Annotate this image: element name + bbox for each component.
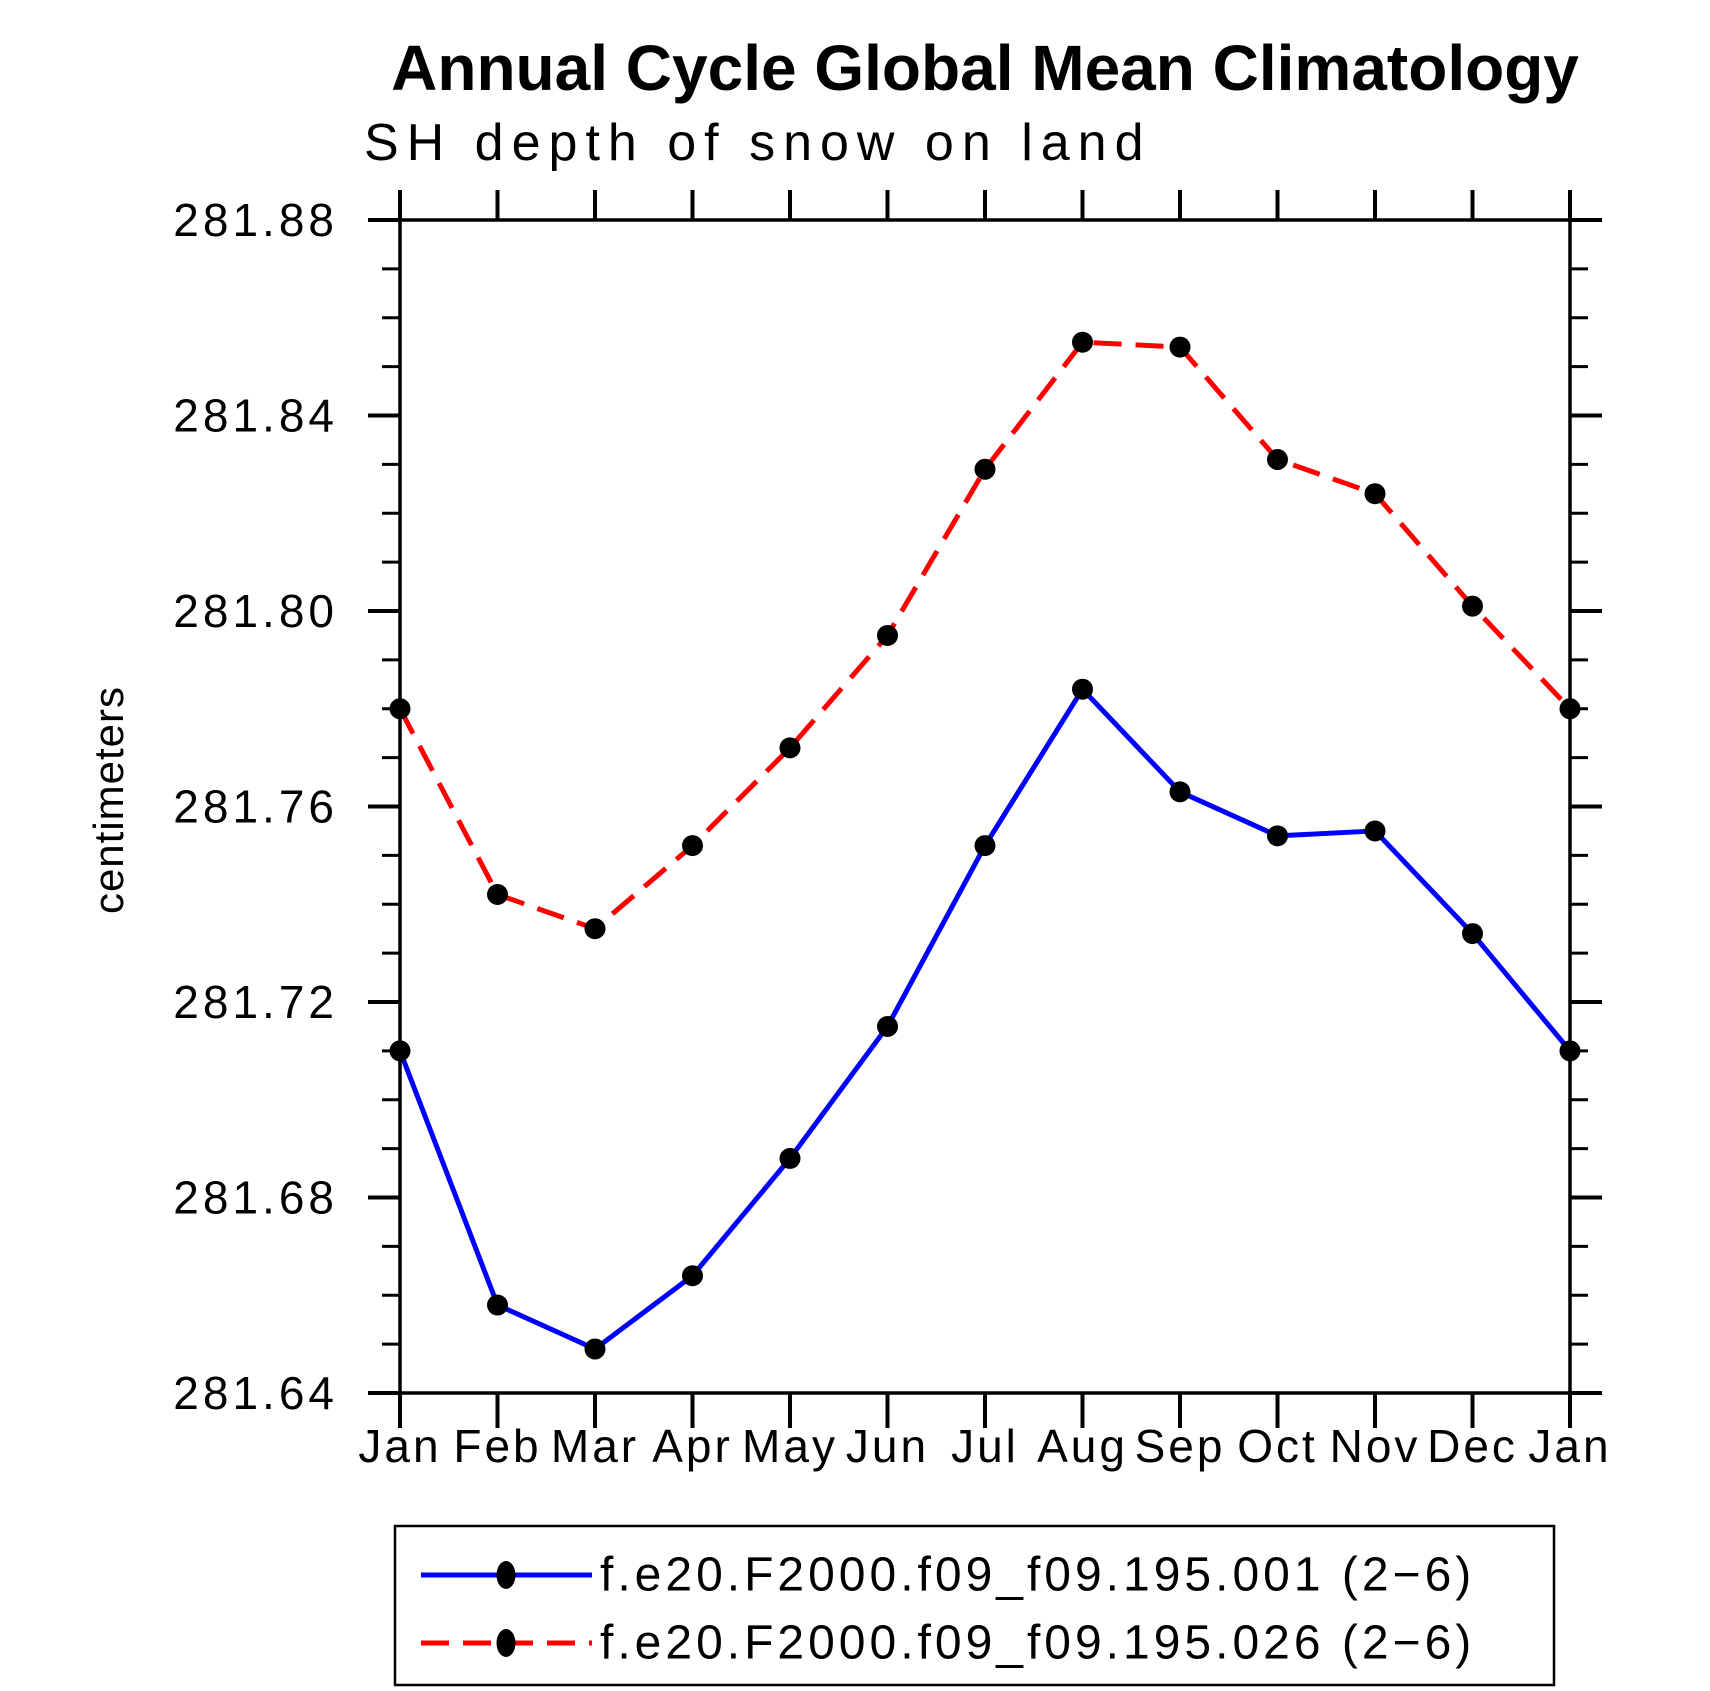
y-tick-label: 281.76 [173, 781, 338, 833]
legend-label-2: f.e20.F2000.f09_f09.195.026 (2−6) [600, 1617, 1475, 1670]
data-point-marker [974, 458, 996, 480]
x-tick-label: Feb [453, 1420, 541, 1472]
x-tick-label: Aug [1037, 1420, 1128, 1472]
legend-marker-1 [496, 1561, 516, 1589]
plot-box [398, 218, 1572, 1395]
x-tick-label: Jul [951, 1420, 1019, 1472]
x-tick-label: Dec [1427, 1420, 1518, 1472]
data-point-marker [487, 1294, 508, 1316]
data-point-marker [1364, 820, 1386, 842]
legend-label-1: f.e20.F2000.f09_f09.195.001 (2−6) [600, 1549, 1475, 1602]
data-point-marker [487, 883, 508, 905]
y-tick-label: 281.68 [173, 1172, 338, 1224]
data-point-marker [682, 835, 703, 857]
legend-marker-2 [496, 1629, 516, 1657]
data-point-marker [779, 1147, 801, 1169]
x-tick-label: Sep [1135, 1420, 1226, 1472]
data-point-marker [1072, 331, 1093, 353]
chart-title: Annual Cycle Global Mean Climatology [391, 32, 1579, 104]
data-point-marker [584, 918, 606, 940]
data-point-marker [1267, 825, 1288, 847]
data-point-marker [974, 835, 996, 857]
x-tick-label: Apr [652, 1420, 733, 1472]
chart-subtitle: SH depth of snow on land [364, 114, 1152, 172]
legend: f.e20.F2000.f09_f09.195.001 (2−6) f.e20.F… [393, 1524, 1556, 1687]
x-tick-label: Mar [551, 1420, 639, 1472]
y-tick-label: 281.84 [173, 390, 338, 442]
x-tick-label: Jan [358, 1420, 441, 1472]
y-tick-label: 281.64 [173, 1367, 338, 1419]
data-point-marker [1169, 336, 1191, 358]
series-line-1 [397, 686, 1572, 1352]
y-axis-label: centimeters [85, 686, 132, 914]
plot-frame [398, 218, 1572, 1395]
data-point-marker [1267, 448, 1288, 470]
y-tick-label: 281.72 [173, 976, 338, 1028]
data-point-marker [877, 1015, 898, 1037]
data-point-marker [682, 1265, 703, 1287]
y-tick-label: 281.80 [173, 585, 338, 637]
data-point-marker [877, 624, 898, 646]
legend-box [393, 1524, 1556, 1687]
data-point-marker [584, 1338, 606, 1360]
axis-ticks [368, 190, 1602, 1428]
data-point-marker [1072, 678, 1093, 700]
x-tick-label: Jun [846, 1420, 929, 1472]
axis-tick-labels: 281.64 281.68 281.72 281.76 281.80 281.84 281.… [173, 194, 1611, 1472]
data-point-marker [1462, 595, 1483, 617]
data-point-marker [779, 737, 801, 759]
data-series [389, 331, 1581, 1360]
x-tick-label: May [742, 1420, 838, 1472]
data-point-marker [1364, 483, 1386, 505]
y-tick-label: 281.88 [173, 194, 338, 246]
x-tick-label: Oct [1237, 1420, 1318, 1472]
data-point-marker [1169, 781, 1191, 803]
x-tick-label: Jan [1528, 1420, 1611, 1472]
x-tick-label: Nov [1330, 1420, 1421, 1472]
data-point-marker [1462, 923, 1483, 945]
